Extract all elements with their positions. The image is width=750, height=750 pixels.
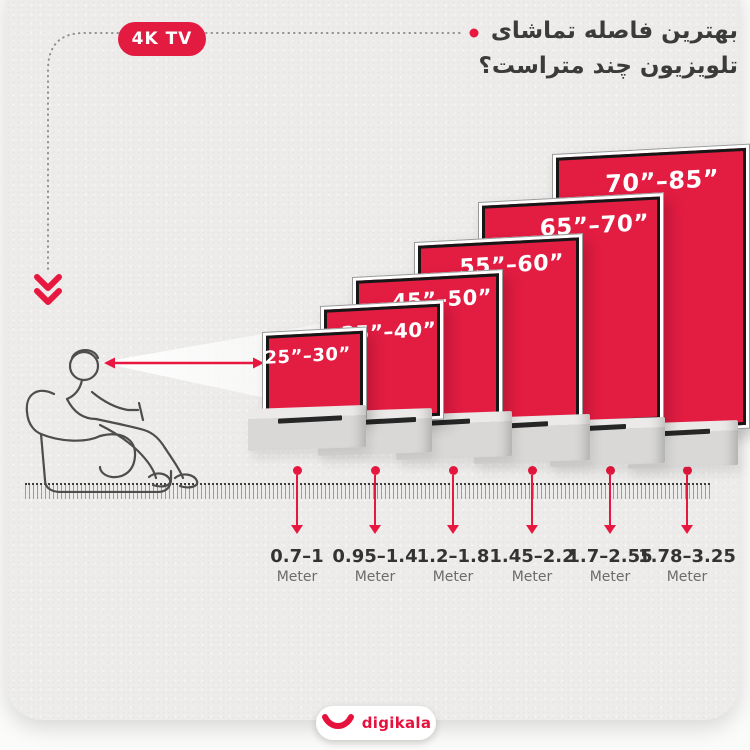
armchair-seat-line bbox=[39, 432, 102, 442]
tv-size-label: 25”–30” bbox=[264, 343, 351, 369]
marker-line bbox=[530, 475, 534, 525]
distance-unit: Meter bbox=[666, 569, 708, 585]
distance-unit: Meter bbox=[511, 569, 553, 585]
marker-dot bbox=[682, 466, 692, 475]
marker-arrowhead-icon bbox=[291, 525, 303, 534]
distance-marker-3: 1.2–1.8 Meter bbox=[408, 466, 498, 585]
distance-unit: Meter bbox=[432, 569, 474, 585]
tv-pedestal-1 bbox=[248, 404, 366, 452]
distance-value: 1.2–1.8 bbox=[416, 546, 490, 567]
person-watching-illustration bbox=[25, 349, 199, 493]
marker-arrowhead-icon bbox=[681, 525, 693, 534]
marker-dot bbox=[527, 466, 537, 475]
person-thigh bbox=[94, 417, 167, 450]
marker-line bbox=[685, 475, 689, 525]
marker-arrowhead-icon bbox=[526, 525, 538, 534]
marker-dot bbox=[292, 466, 302, 475]
distance-unit: Meter bbox=[354, 569, 396, 585]
person-head bbox=[68, 350, 100, 382]
person-torso bbox=[65, 378, 98, 421]
marker-line bbox=[608, 475, 612, 525]
marker-dot bbox=[370, 466, 380, 475]
distance-unit: Meter bbox=[276, 569, 318, 585]
armchair-arm bbox=[98, 433, 137, 479]
ground-line bbox=[25, 483, 710, 499]
person-hair bbox=[70, 349, 100, 360]
person-second-shoe bbox=[147, 472, 172, 488]
marker-line bbox=[451, 475, 455, 525]
distance-value: 1.45–2.2 bbox=[489, 546, 575, 567]
distance-marker-5: 1.7–2.55 Meter bbox=[565, 466, 655, 585]
marker-dot bbox=[605, 466, 615, 475]
marker-dot bbox=[448, 466, 458, 475]
distance-marker-4: 1.45–2.2 Meter bbox=[487, 466, 577, 585]
person-shoe bbox=[173, 473, 199, 489]
title-line-1: بهترین فاصله تماشای bbox=[490, 18, 738, 44]
person-shin bbox=[163, 446, 185, 480]
armchair-outline bbox=[25, 389, 173, 493]
person-second-leg bbox=[98, 423, 158, 480]
remote-control bbox=[137, 401, 145, 422]
marker-arrowhead-icon bbox=[604, 525, 616, 534]
marker-line bbox=[373, 475, 377, 525]
person-arm bbox=[90, 390, 140, 412]
page-title: بهترین فاصله تماشای تلویزیون چند متراست؟ bbox=[440, 14, 738, 84]
title-line-2: تلویزیون چند متراست؟ bbox=[478, 53, 738, 79]
distance-marker-1: 0.7–1 Meter bbox=[252, 466, 342, 585]
badge-label: 4K TV bbox=[131, 29, 193, 49]
brand-name: digikala bbox=[361, 714, 432, 732]
distance-value: 1.7–2.55 bbox=[567, 546, 653, 567]
distance-marker-2: 0.95–1.4 Meter bbox=[330, 466, 420, 585]
badge-4k-tv: 4K TV bbox=[118, 22, 206, 56]
digikala-smile-icon bbox=[321, 714, 354, 729]
distance-value: 0.7–1 bbox=[270, 546, 324, 567]
marker-arrowhead-icon bbox=[369, 525, 381, 534]
marker-arrowhead-icon bbox=[447, 525, 459, 534]
digikala-logo: digikala bbox=[316, 706, 436, 740]
distance-value: 1.78–3.25 bbox=[638, 546, 736, 567]
distance-value: 0.95–1.4 bbox=[332, 546, 418, 567]
distance-unit: Meter bbox=[589, 569, 631, 585]
marker-line bbox=[295, 475, 299, 525]
distance-marker-6: 1.78–3.25 Meter bbox=[638, 466, 736, 585]
